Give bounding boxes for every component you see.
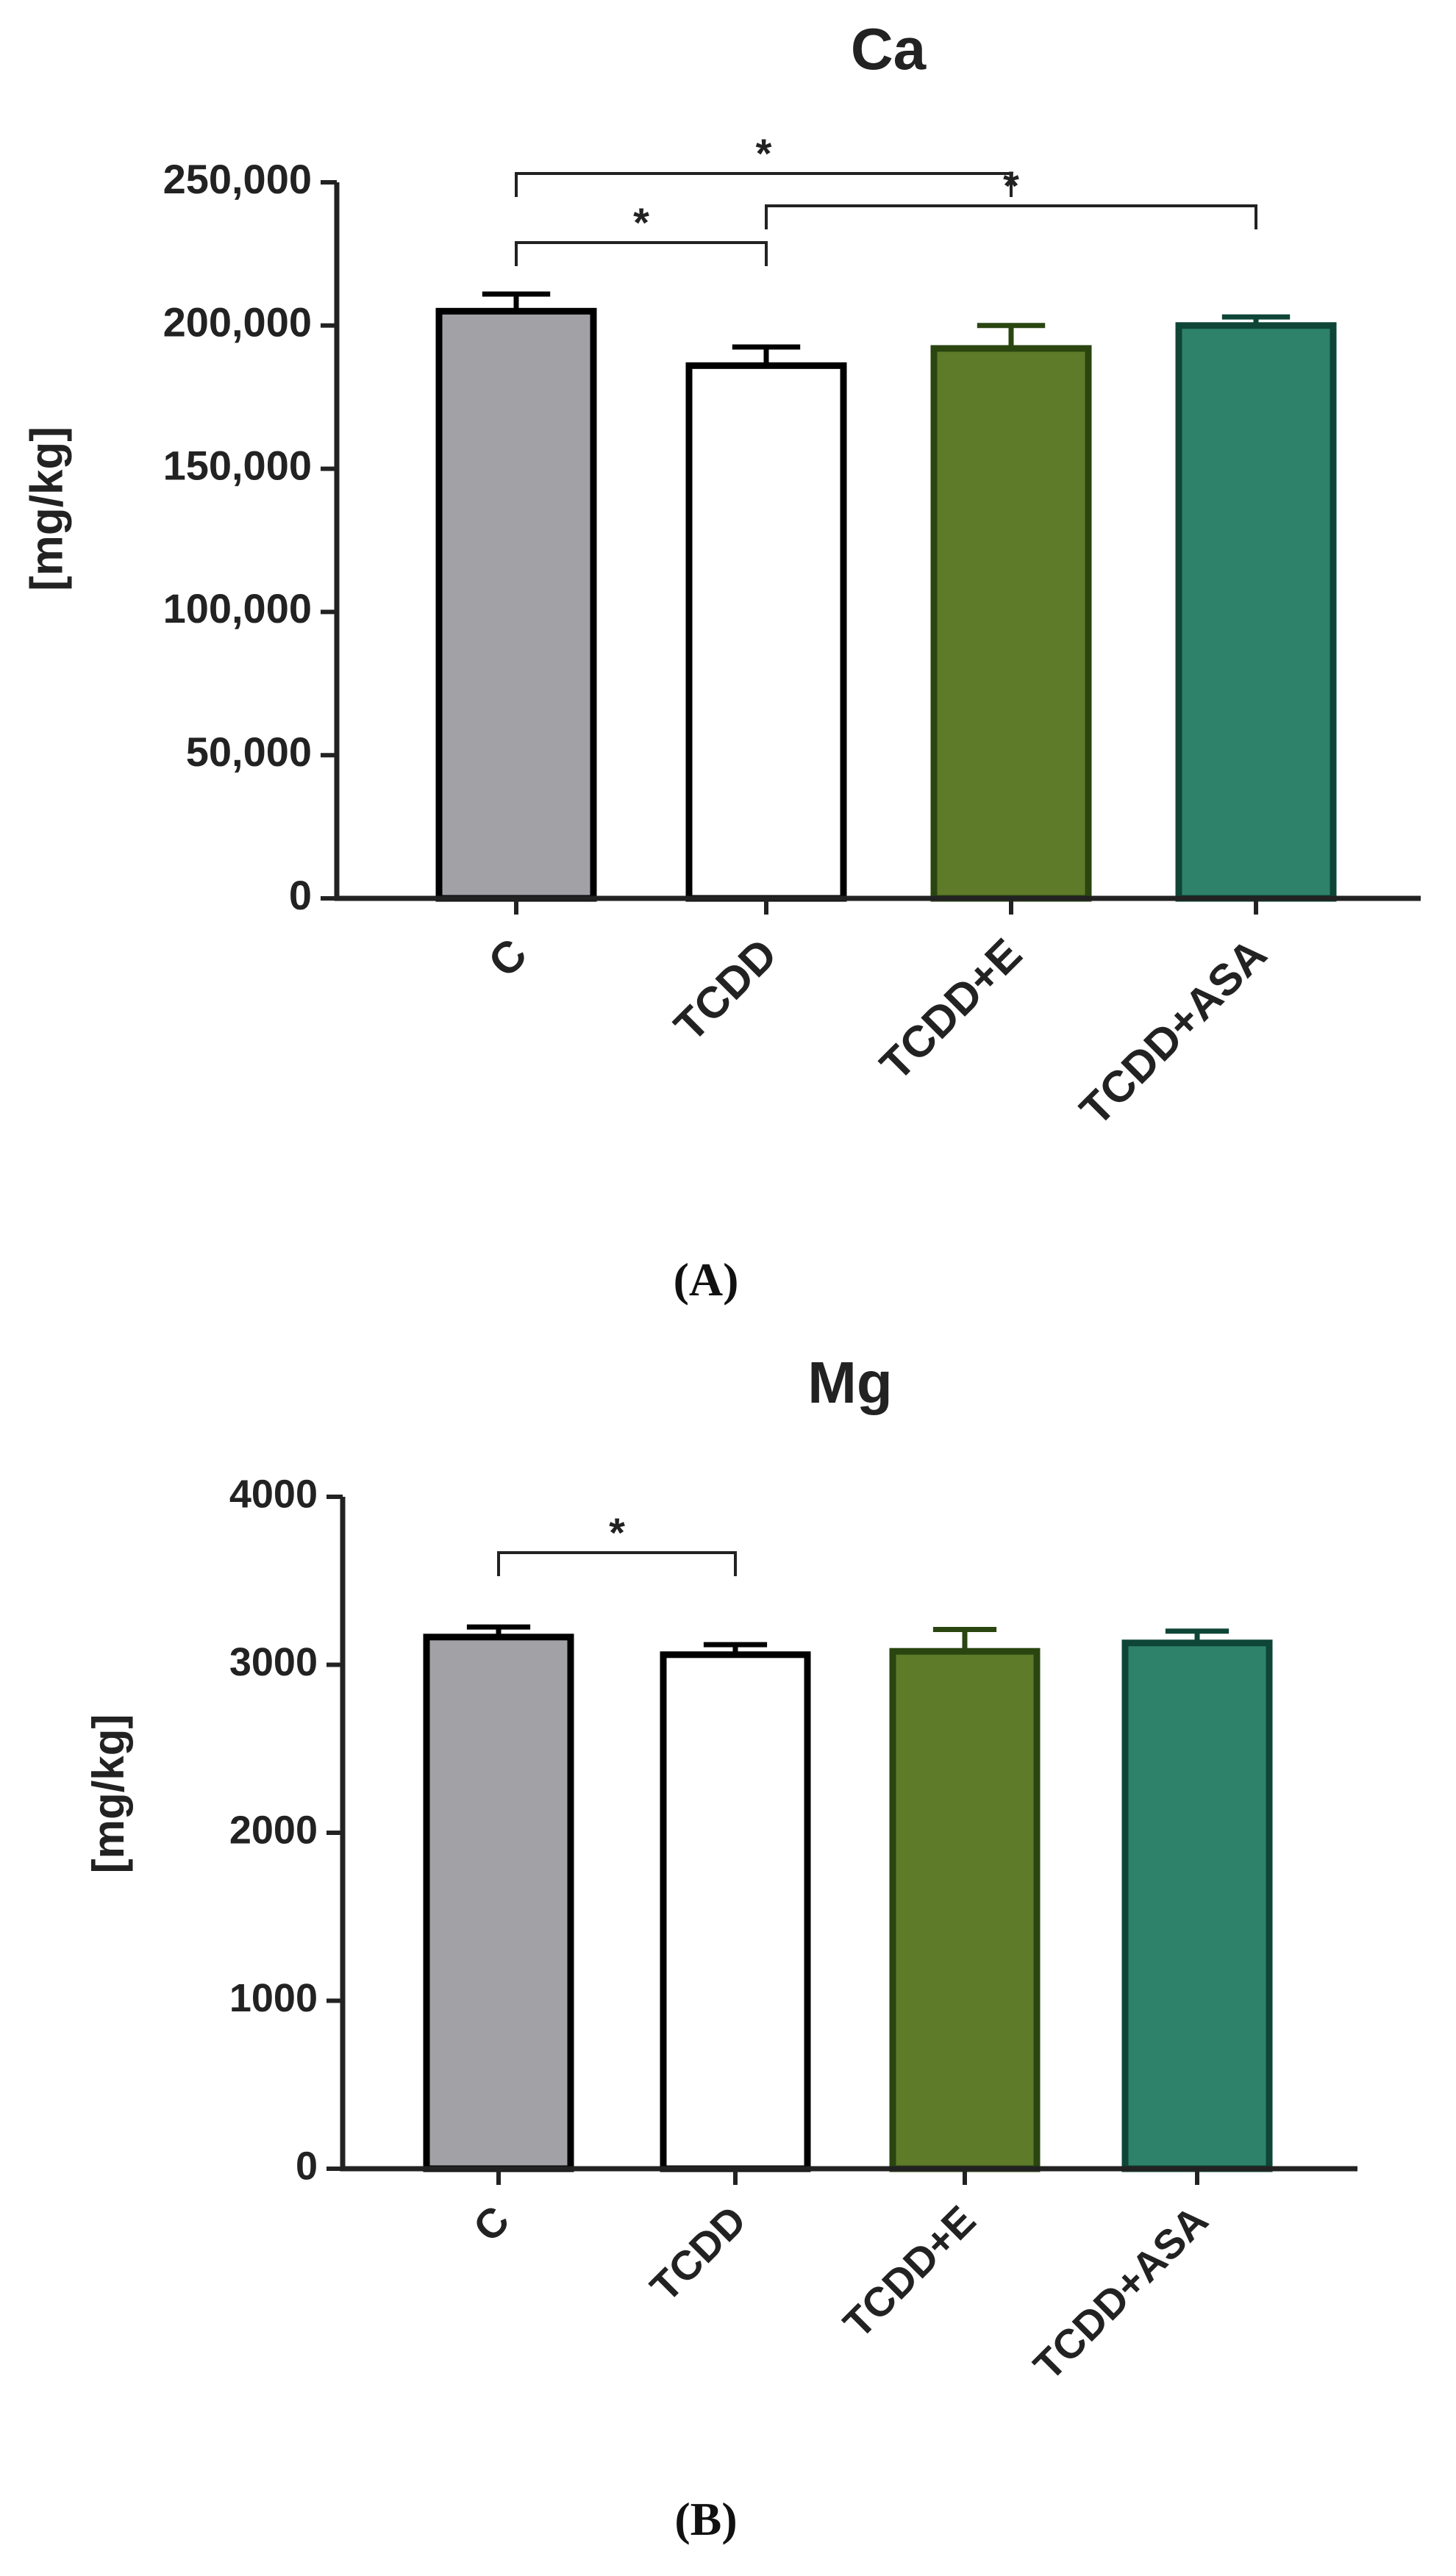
significance-bracket xyxy=(497,1551,737,1576)
bar xyxy=(435,307,597,902)
y-tick-label: 250,000 xyxy=(163,156,312,202)
panel-label: (B) xyxy=(674,2493,737,2545)
y-tick-label: 4000 xyxy=(229,1472,318,1516)
ca-bar-chart: Ca [mg/kg] C TCDD TCDD+E TCDD+ASA 0 50,000 100,0… xyxy=(21,16,1421,1306)
y-tick-label: 50,000 xyxy=(186,729,312,775)
y-tick-label: 3000 xyxy=(229,1640,318,1684)
significance-star: * xyxy=(756,130,772,176)
x-tick-label: C xyxy=(464,2197,518,2250)
bar xyxy=(1121,1639,1273,2172)
x-tick-label: TCDD+E xyxy=(871,929,1031,1090)
mg-bar-chart: Mg [mg/kg] C TCDD TCDD+E TCDD+ASA 0 1000 2000 300… xyxy=(84,1350,1357,2545)
y-tick-label: 2000 xyxy=(229,1808,318,1852)
chart-title: Mg xyxy=(807,1350,893,1415)
significance-bracket xyxy=(515,241,768,266)
bar xyxy=(685,362,847,902)
y-tick-label: 150,000 xyxy=(163,442,312,488)
y-tick-label: 1000 xyxy=(229,1976,318,2020)
significance-bracket xyxy=(515,172,1013,197)
x-tick-label: TCDD xyxy=(665,929,786,1051)
bar xyxy=(1175,322,1337,902)
y-tick-label: 0 xyxy=(296,2144,318,2188)
y-tick-label: 200,000 xyxy=(163,299,312,346)
significance-bracket xyxy=(765,204,1257,229)
x-tick-label: C xyxy=(479,929,536,987)
y-tick-label: 0 xyxy=(289,872,312,918)
bar xyxy=(930,345,1092,902)
y-axis-label: [mg/kg] xyxy=(21,426,72,591)
bar xyxy=(423,1634,574,2172)
significance-star: * xyxy=(1003,162,1019,209)
x-tick-label: TCDD xyxy=(641,2197,755,2311)
bar xyxy=(660,1651,811,2172)
panel-label: (A) xyxy=(674,1253,739,1306)
x-tick-label: TCDD+ASA xyxy=(1024,2197,1216,2389)
y-tick-label: 100,000 xyxy=(163,585,312,632)
chart-title: Ca xyxy=(851,16,927,82)
y-axis-label: [mg/kg] xyxy=(84,1714,133,1874)
bar xyxy=(889,1647,1041,2172)
x-tick-label: TCDD+ASA xyxy=(1071,929,1277,1135)
significance-star: * xyxy=(609,1509,625,1556)
x-tick-label: TCDD+E xyxy=(834,2197,984,2347)
significance-star: * xyxy=(633,199,649,246)
